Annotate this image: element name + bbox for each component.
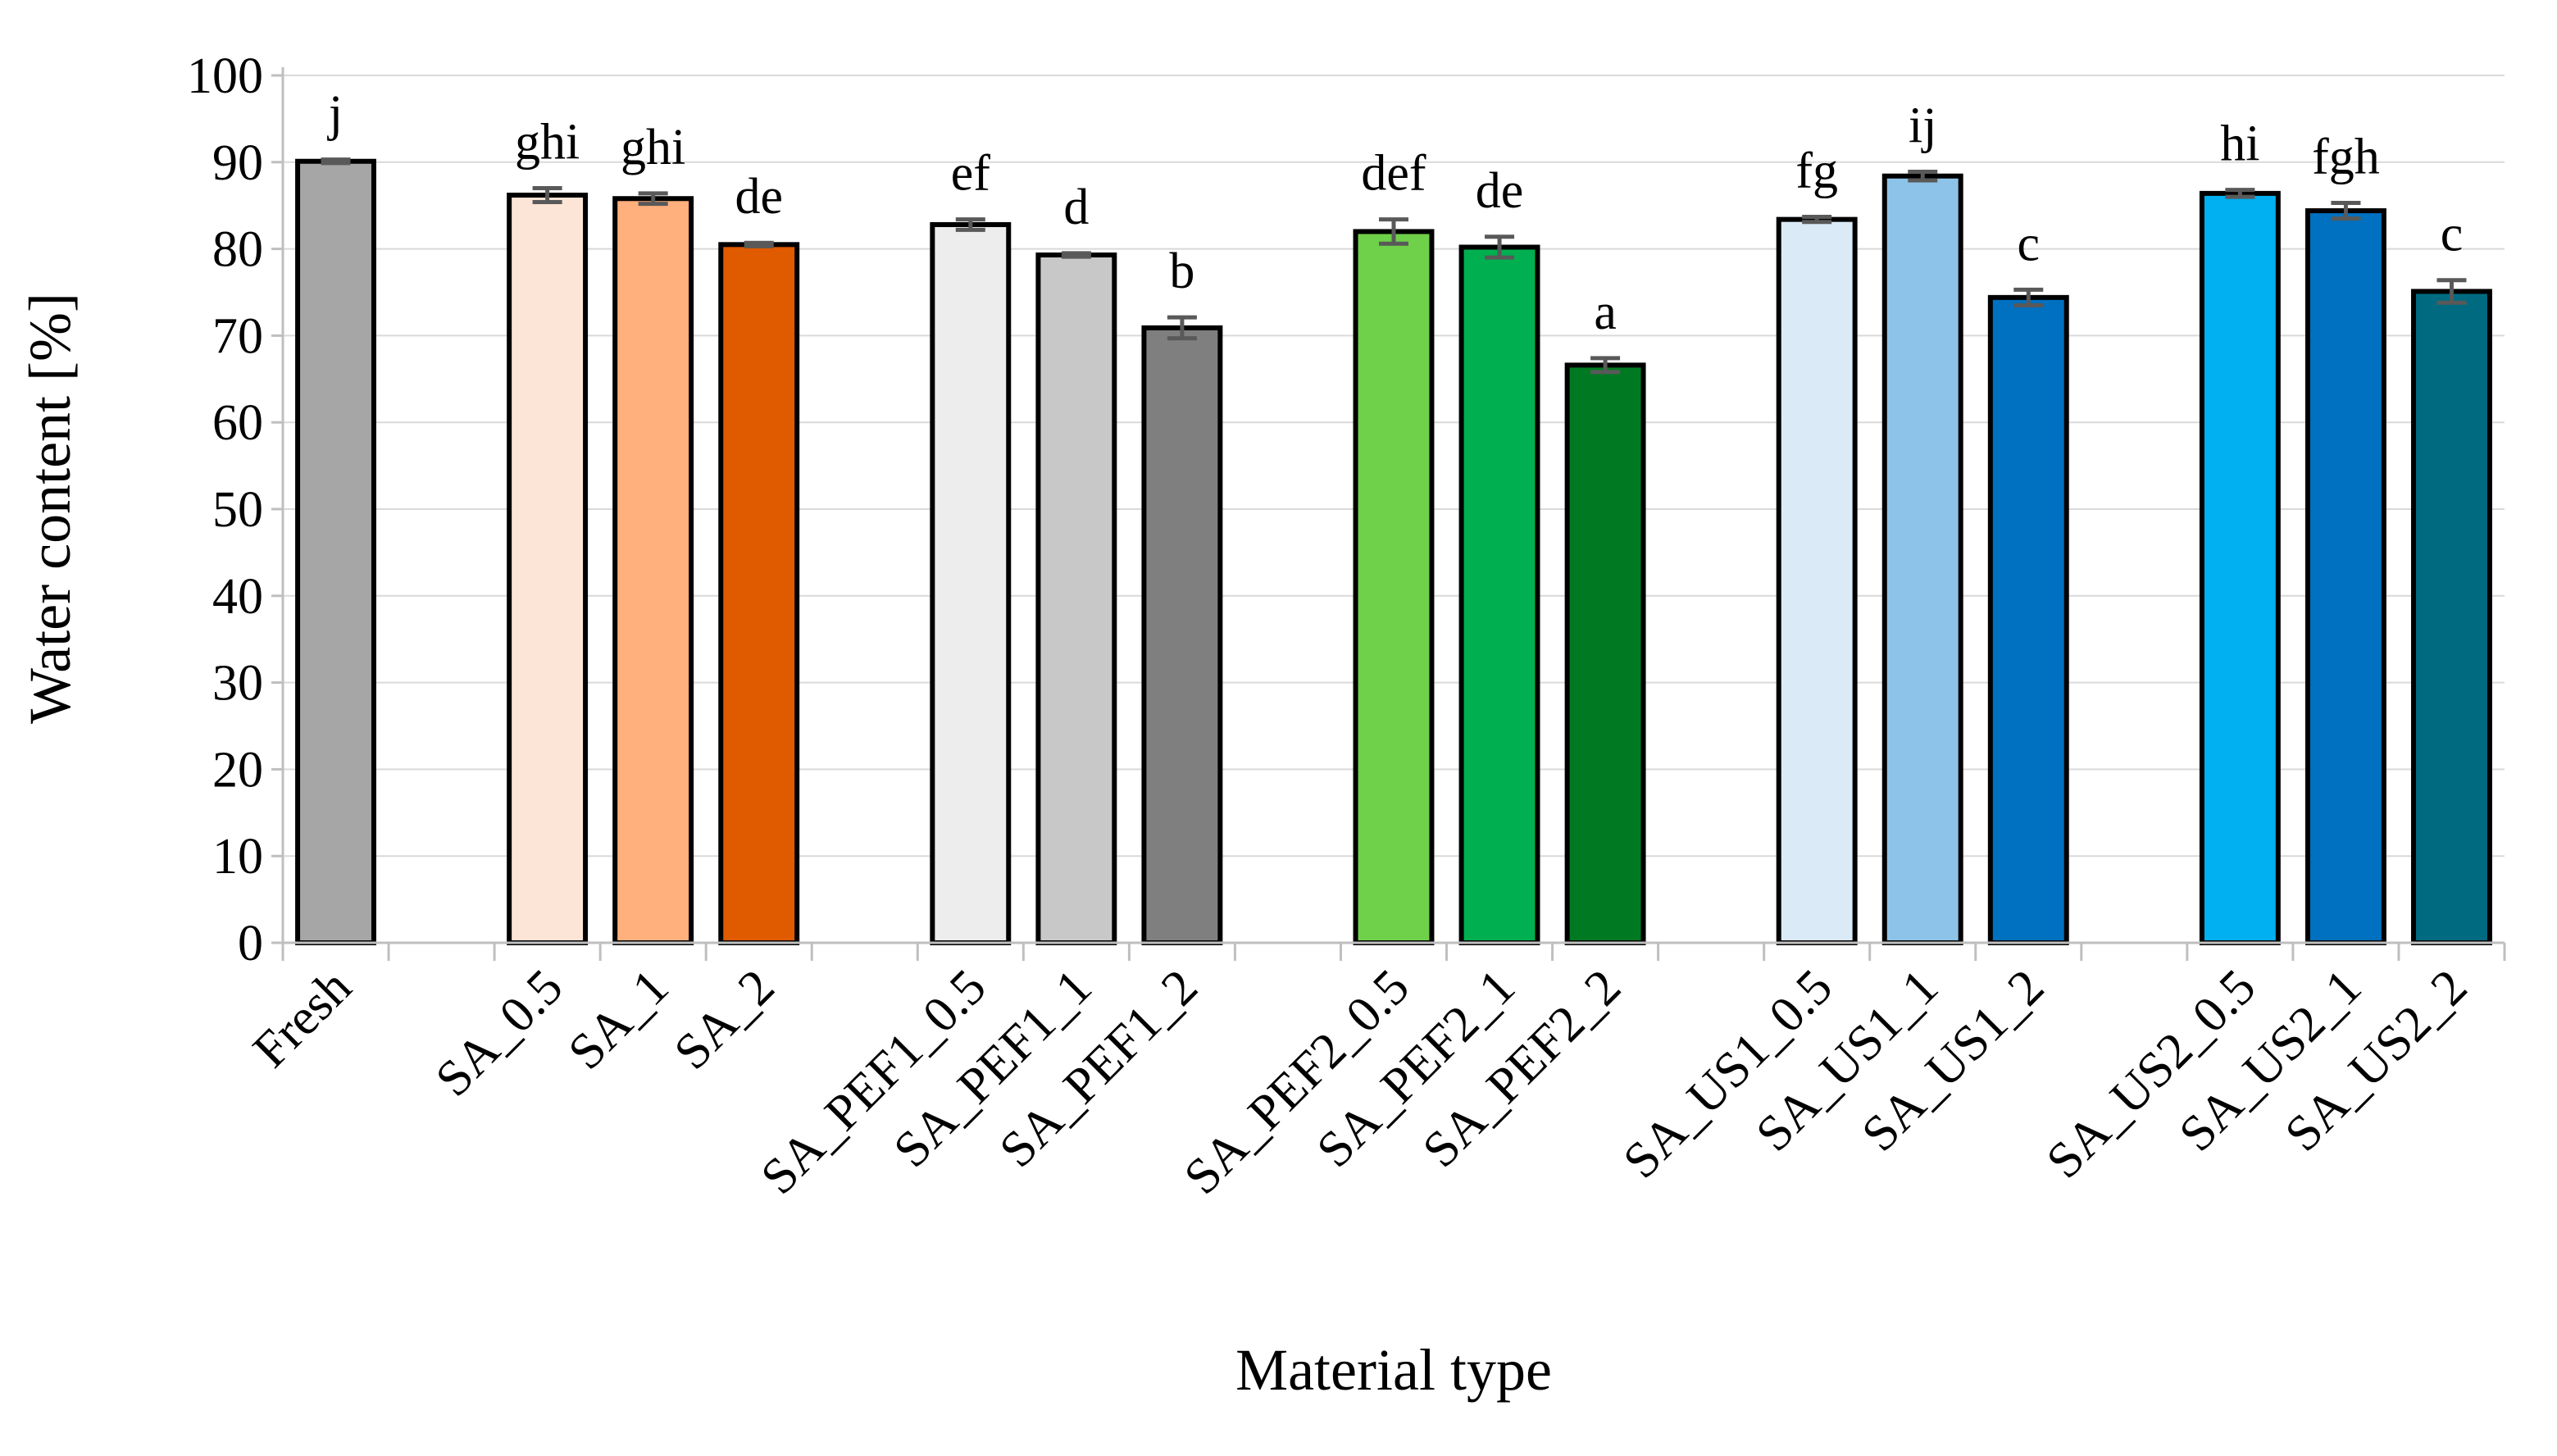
- y-tick-label: 0: [238, 916, 263, 971]
- bar: [295, 158, 376, 945]
- x-category-label: SA_0.5: [425, 959, 574, 1108]
- y-tick-label: 90: [212, 135, 263, 191]
- x-category-label: SA_1: [558, 959, 680, 1081]
- y-axis-title: Water content [%]: [17, 293, 83, 724]
- y-tick-label: 80: [212, 222, 263, 278]
- y-tick-label: 70: [212, 308, 263, 364]
- significance-label: de: [735, 169, 783, 225]
- significance-label: hi: [2220, 116, 2259, 172]
- significance-label: d: [1063, 180, 1089, 235]
- bar: [1564, 362, 1646, 945]
- significance-label: ij: [1909, 98, 1936, 153]
- bar: [2304, 208, 2386, 946]
- significance-label: fg: [1795, 143, 1838, 198]
- y-tick-label: 100: [187, 48, 263, 104]
- significance-label: b: [1169, 243, 1194, 299]
- bar: [1987, 294, 2069, 945]
- significance-label: ghi: [515, 115, 580, 171]
- y-tick-label: 60: [212, 395, 263, 451]
- significance-label: j: [327, 86, 343, 142]
- axes: [271, 67, 2506, 961]
- bar: [1881, 173, 1963, 945]
- significance-label: de: [1476, 163, 1524, 219]
- significance-label: c: [2441, 207, 2464, 262]
- x-category-label: SA_2: [664, 959, 785, 1081]
- bars: [295, 157, 2492, 946]
- significance-label: ghi: [621, 120, 685, 175]
- y-tick-label: 40: [212, 569, 263, 625]
- x-axis-title: Material type: [1235, 1337, 1552, 1403]
- bar: [1353, 229, 1435, 945]
- y-tick-label: 50: [212, 482, 263, 538]
- significance-label: ef: [951, 146, 991, 202]
- bar: [2411, 289, 2492, 945]
- bar: [1776, 216, 1858, 945]
- bar: [612, 196, 694, 945]
- bar: [718, 242, 800, 945]
- x-category-label: Fresh: [243, 959, 362, 1079]
- significance-label: fgh: [2312, 130, 2380, 185]
- bar: [507, 193, 589, 945]
- significance-label: def: [1361, 146, 1426, 202]
- bar: [2199, 190, 2281, 945]
- y-tick-label: 10: [212, 829, 263, 885]
- bar: [1035, 253, 1117, 946]
- y-tick-label: 20: [212, 742, 263, 798]
- y-tick-label: 30: [212, 656, 263, 712]
- bar: [1458, 244, 1540, 945]
- bar: [1141, 325, 1223, 945]
- significance-label: a: [1594, 284, 1617, 340]
- significance-label: c: [2018, 216, 2041, 271]
- bar: [930, 221, 1012, 945]
